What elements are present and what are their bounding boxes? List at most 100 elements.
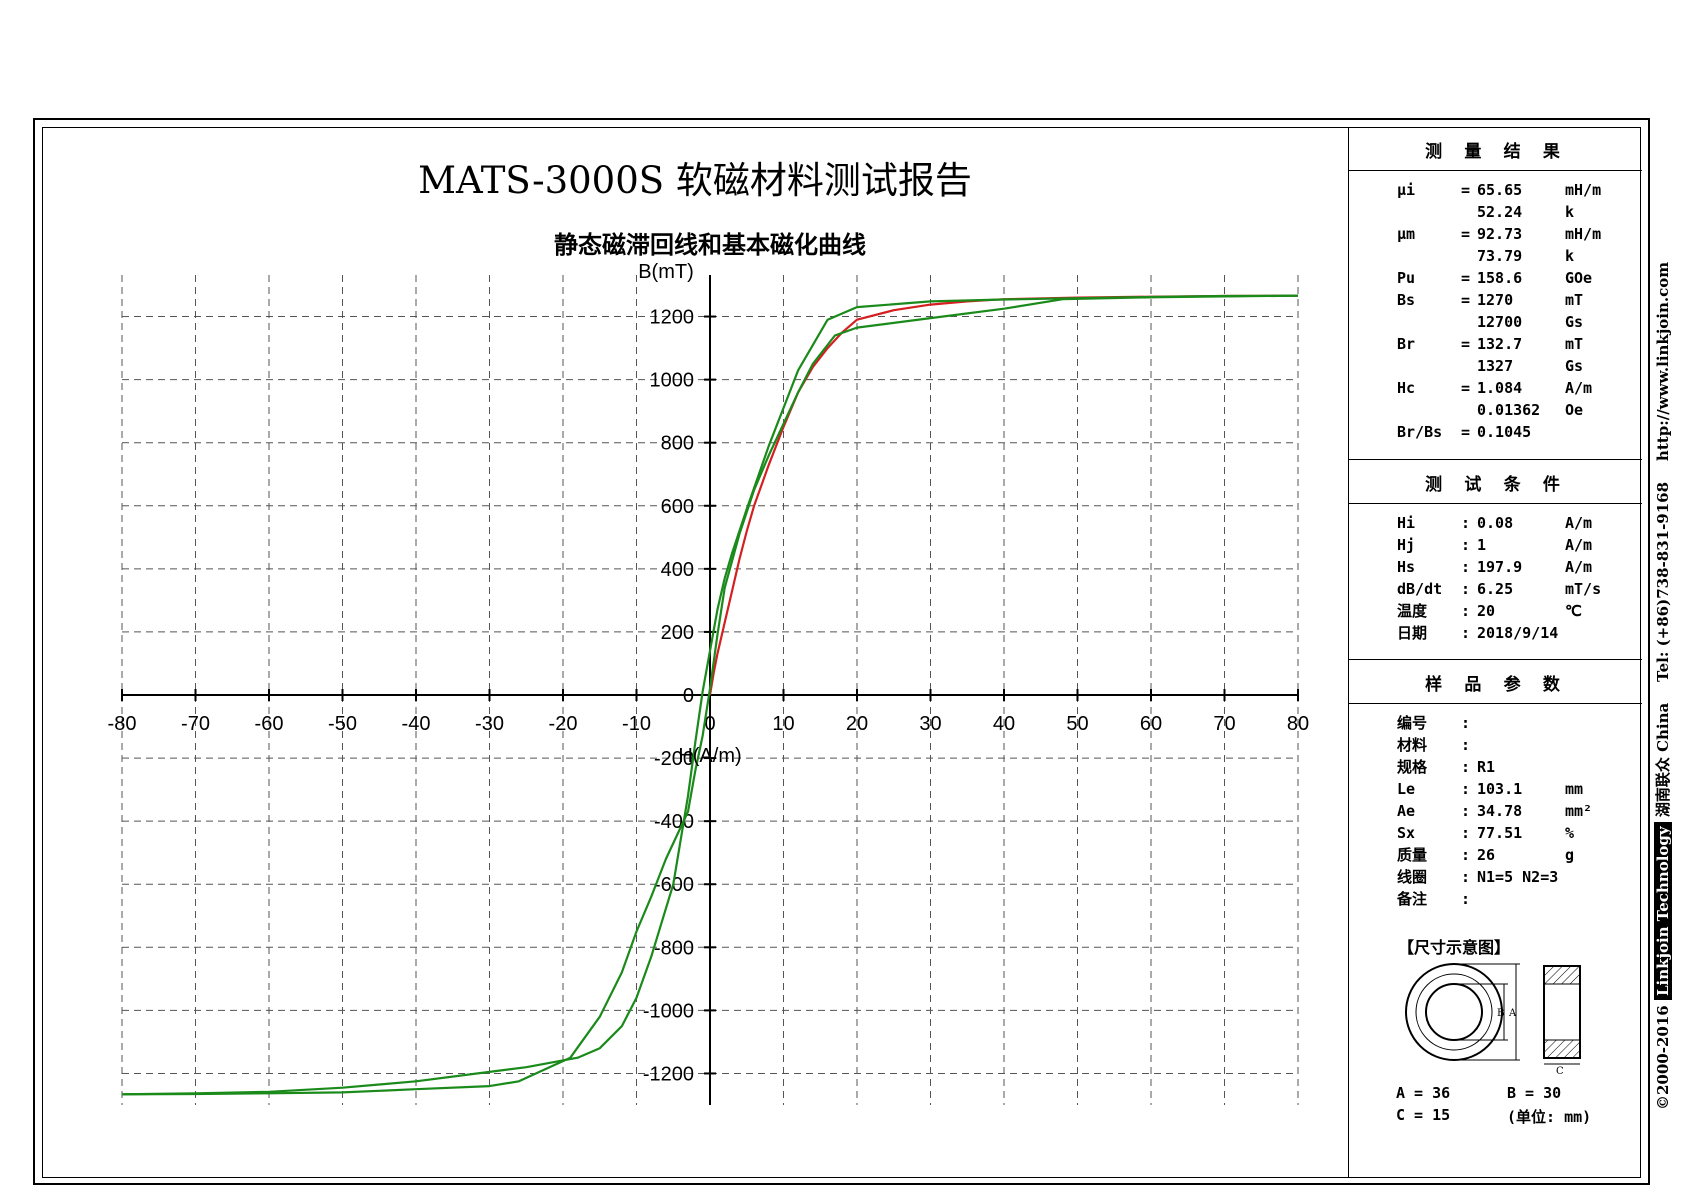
sample-sep: :	[1461, 846, 1471, 864]
results-unit: Gs	[1565, 357, 1584, 375]
conditions-label: Hi	[1397, 514, 1416, 532]
results-value: 65.65	[1477, 181, 1523, 199]
results-heading: 测 量 结 果	[1425, 142, 1566, 162]
sample-label: Sx	[1397, 824, 1416, 842]
sample-label: Ae	[1397, 802, 1416, 820]
x-axis-label: H(A/m)	[678, 745, 741, 767]
y-tick-label: -1200	[643, 1063, 694, 1085]
results-sep: =	[1461, 291, 1471, 309]
results-sep: =	[1461, 181, 1471, 199]
sample-sep: :	[1461, 802, 1471, 820]
dimension-b-value: B = 30	[1507, 1084, 1562, 1102]
y-tick-label: 400	[661, 559, 694, 581]
results-unit: k	[1565, 203, 1575, 221]
chart-series	[121, 294, 1299, 1096]
sample-sep: :	[1461, 736, 1471, 754]
series-line-3	[121, 294, 1299, 1096]
x-tick-label: -30	[475, 713, 504, 735]
conditions-label: 温度	[1397, 602, 1428, 620]
chart-title: 静态磁滞回线和基本磁化曲线	[554, 231, 866, 259]
conditions-label: Hj	[1397, 536, 1416, 554]
sample-sep: :	[1461, 780, 1471, 798]
conditions-value: 2018/9/14	[1477, 624, 1559, 642]
results-sep: =	[1461, 379, 1471, 397]
sample-value: N1=5 N2=3	[1477, 868, 1559, 886]
x-tick-label: -50	[328, 713, 357, 735]
toroid-section-hatch-bottom	[1543, 1039, 1581, 1059]
dimension-b-label: B	[1497, 1008, 1504, 1019]
y-tick-label: -800	[654, 937, 694, 959]
results-label: Bs	[1397, 291, 1416, 309]
results-value: 1.084	[1477, 379, 1523, 397]
conditions-sep: :	[1461, 624, 1471, 642]
sample-value: 26	[1477, 846, 1496, 864]
y-tick-label: -1000	[643, 1000, 694, 1022]
sample-label: 线圈	[1397, 868, 1428, 886]
sample-sep: :	[1461, 890, 1471, 908]
inner-frame	[42, 127, 1641, 1178]
conditions-sep: :	[1461, 536, 1471, 554]
x-tick-label: -20	[549, 713, 578, 735]
sample-label: 编号	[1397, 714, 1428, 732]
conditions-heading: 测 试 条 件	[1425, 475, 1566, 495]
sample-unit: g	[1565, 846, 1575, 864]
conditions-label: 日期	[1397, 624, 1428, 642]
results-label: Br	[1397, 335, 1416, 353]
results-unit: Oe	[1565, 401, 1584, 419]
dimension-diagram: B A C	[1405, 963, 1581, 1077]
x-tick-label: -80	[108, 713, 137, 735]
results-label: μi	[1397, 181, 1416, 199]
results-value: 1327	[1477, 357, 1514, 375]
series-line-2	[121, 294, 1299, 1096]
sample-sep: :	[1461, 714, 1471, 732]
dimension-title: 【尺寸示意图】	[1398, 938, 1511, 957]
conditions-value: 0.08	[1477, 514, 1514, 532]
copyright-text: ©2000-2016	[1654, 1005, 1672, 1110]
y-tick-label: 800	[661, 433, 694, 455]
sample-label: 备注	[1397, 890, 1428, 908]
dimension-a-value: A = 36	[1396, 1084, 1451, 1102]
x-tick-label: 50	[1066, 713, 1088, 735]
results-unit: A/m	[1565, 379, 1593, 397]
results-value: 0.01362	[1477, 401, 1541, 419]
dimension-c-value: C = 15	[1396, 1106, 1451, 1124]
sample-value: 103.1	[1477, 780, 1523, 798]
x-tick-label: -60	[255, 713, 284, 735]
results-unit: GOe	[1565, 269, 1593, 287]
sample-label: 规格	[1397, 758, 1428, 776]
y-tick-label: 0	[683, 685, 694, 707]
results-unit: mT	[1565, 291, 1584, 309]
toroid-section-hatch-top	[1543, 965, 1581, 985]
results-label: Br/Bs	[1397, 423, 1443, 441]
x-tick-label: -70	[181, 713, 210, 735]
results-value: 52.24	[1477, 203, 1523, 221]
y-tick-label: 1000	[650, 370, 695, 392]
results-unit: mH/m	[1565, 225, 1602, 243]
sample-sep: :	[1461, 824, 1471, 842]
sample-label: 质量	[1397, 846, 1428, 864]
divider	[1349, 503, 1642, 504]
x-tick-label: 30	[919, 713, 941, 735]
results-unit: k	[1565, 247, 1575, 265]
sample-label: Le	[1397, 780, 1416, 798]
results-value: 132.7	[1477, 335, 1523, 353]
y-tick-label: 600	[661, 496, 694, 518]
conditions-unit: A/m	[1565, 558, 1593, 576]
results-sep: =	[1461, 335, 1471, 353]
y-tick-label: 1200	[650, 307, 695, 329]
conditions-value: 197.9	[1477, 558, 1523, 576]
toroid-inner-circle	[1425, 983, 1483, 1041]
results-value: 158.6	[1477, 269, 1523, 287]
outer-frame	[33, 118, 1650, 1185]
dimension-a-label: A	[1508, 1008, 1517, 1019]
brand-name: Linkjoin Technology	[1654, 822, 1672, 1001]
conditions-unit: A/m	[1565, 536, 1593, 554]
x-tick-label: 80	[1287, 713, 1309, 735]
conditions-label: dB/dt	[1397, 580, 1443, 598]
sample-sep: :	[1461, 868, 1471, 886]
results-sep: =	[1461, 423, 1471, 441]
results-unit: mT	[1565, 335, 1584, 353]
x-tick-label: 40	[993, 713, 1015, 735]
x-tick-label: 20	[846, 713, 868, 735]
divider	[1349, 659, 1642, 660]
